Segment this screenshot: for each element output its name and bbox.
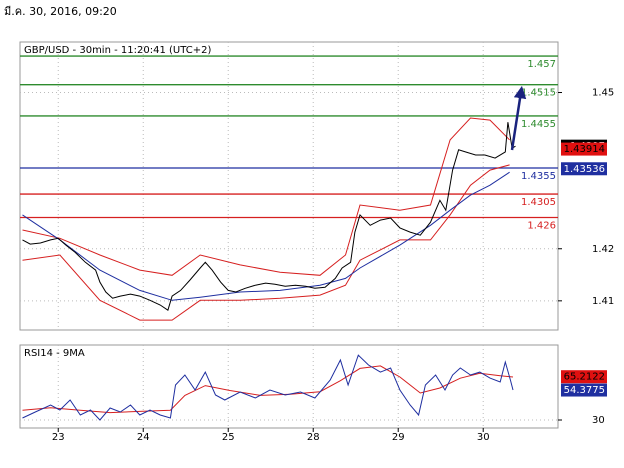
level-label: 1.4305 — [521, 197, 556, 208]
x-tick-label: 29 — [392, 432, 405, 443]
price-tag — [561, 162, 607, 176]
level-label: 1.426 — [527, 221, 556, 232]
y-tick-label: 1.42 — [592, 244, 614, 255]
y-tick-label: 30 — [592, 415, 605, 426]
level-label: 1.4515 — [521, 88, 556, 99]
x-tick-label: 30 — [477, 432, 490, 443]
price-tag-label: 1.43536 — [564, 164, 605, 175]
series-line — [22, 122, 516, 311]
timestamp: มี.ค. 30, 2016, 09:20 — [4, 5, 117, 18]
series-line — [22, 117, 510, 276]
panel-title: RSI14 - 9MA — [24, 348, 85, 359]
price-panel — [19, 41, 559, 331]
level-label: 1.4455 — [521, 119, 556, 130]
series-line — [22, 365, 514, 414]
x-tick-label: 24 — [137, 432, 150, 443]
x-tick-label: 28 — [307, 432, 320, 443]
price-tag — [561, 383, 607, 397]
series-line — [22, 171, 510, 301]
price-tag-label: 54.3775 — [564, 385, 605, 396]
price-tag-label: 1.43914 — [564, 144, 605, 155]
rsi-panel — [19, 344, 559, 429]
forecast-arrow — [510, 85, 527, 151]
series-line — [22, 354, 514, 421]
y-tick-label: 1.45 — [592, 88, 614, 99]
x-tick-label: 25 — [222, 432, 235, 443]
price-tag-label: 65.2122 — [564, 372, 605, 383]
level-label: 1.457 — [527, 59, 556, 70]
y-tick-label: 1.41 — [592, 296, 614, 307]
panel-title: GBP/USD - 30min - 11:20:41 (UTC+2) — [24, 45, 211, 56]
plot-layer: 1.41 1.42 1.45 1.457 1.4515 1.4455 1.4355 1.430… — [20, 42, 614, 443]
price-tag — [561, 142, 607, 156]
level-label: 1.4355 — [521, 171, 556, 182]
x-tick-label: 23 — [52, 432, 65, 443]
price-tag — [561, 370, 607, 384]
